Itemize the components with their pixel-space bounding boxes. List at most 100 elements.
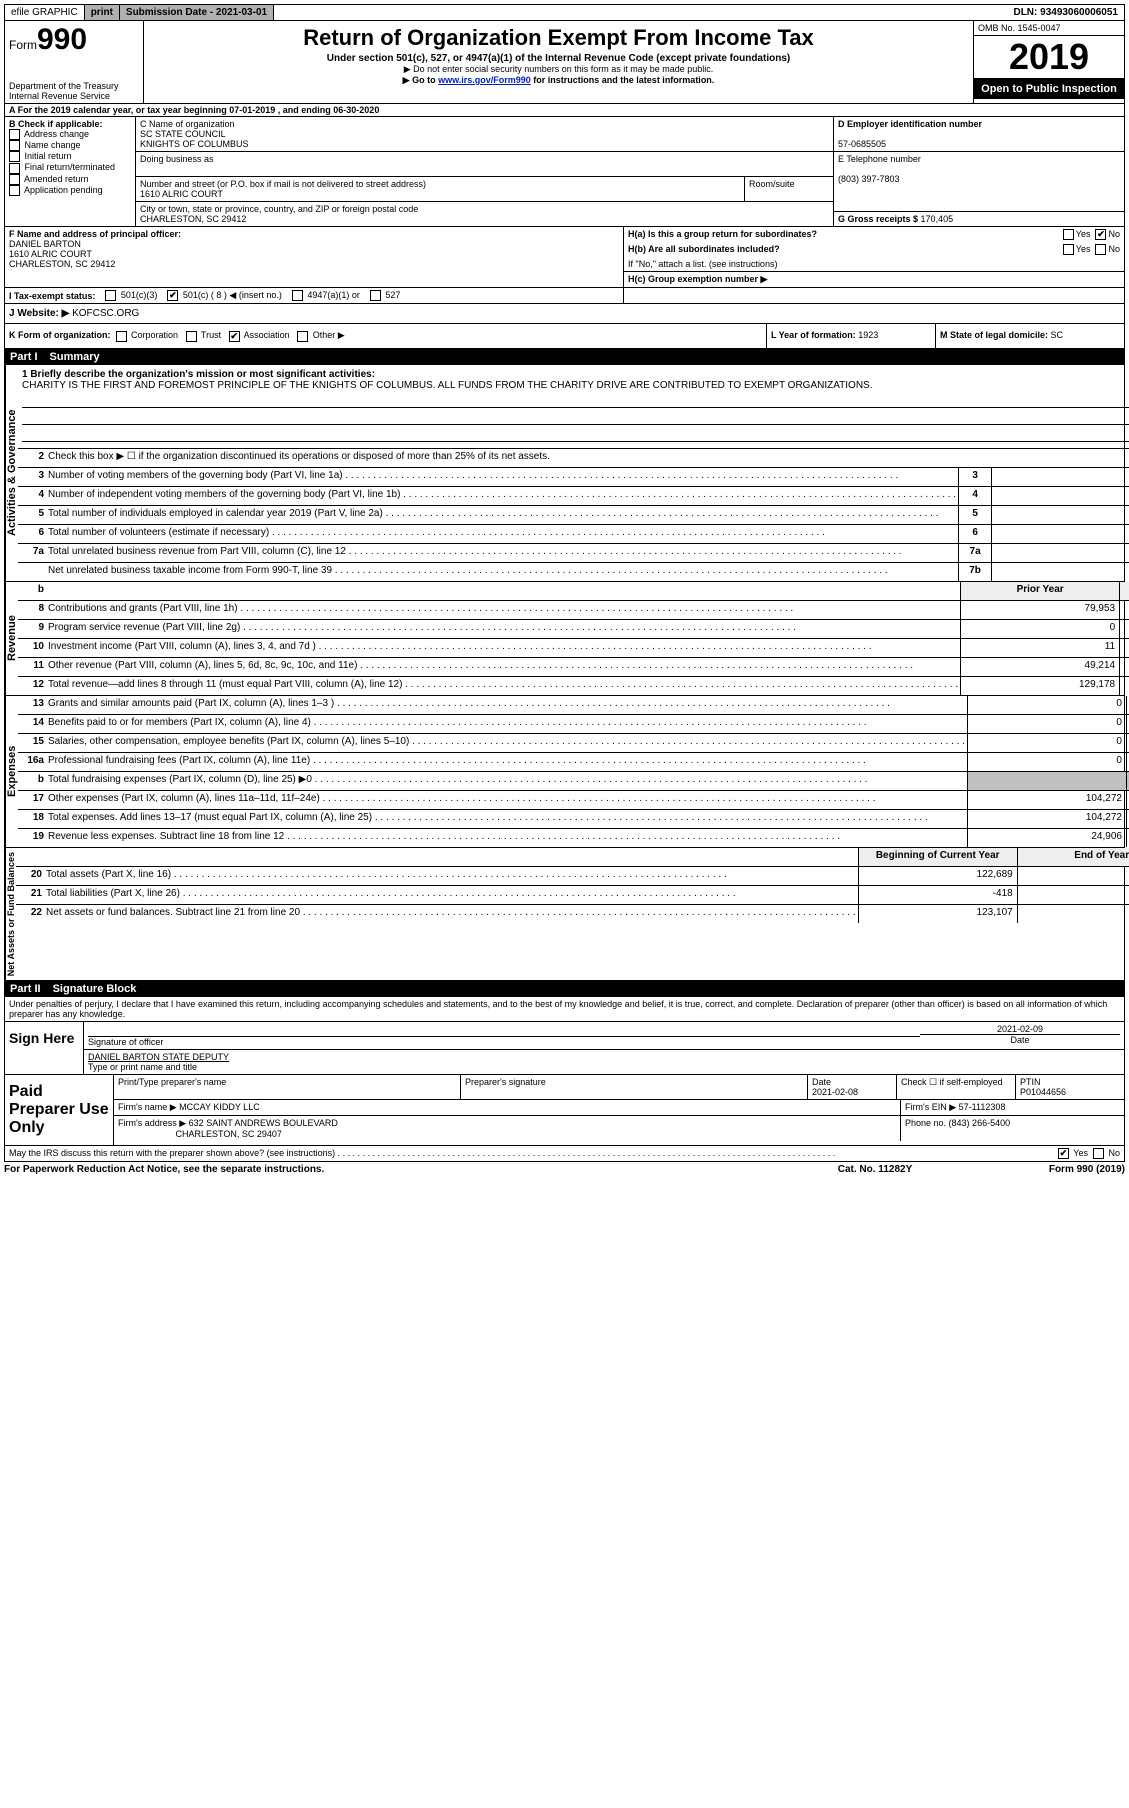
net-line: 22Net assets or fund balances. Subtract … <box>16 905 1129 923</box>
cb-ha-no[interactable] <box>1095 229 1106 240</box>
paperwork: For Paperwork Reduction Act Notice, see … <box>4 1164 775 1175</box>
ha-label: H(a) Is this a group return for subordin… <box>628 229 817 239</box>
officer-addr: 1610 ALRIC COURT <box>9 249 92 259</box>
cb-hb-no[interactable] <box>1095 244 1106 255</box>
cb-final[interactable] <box>9 163 20 174</box>
exp-line: bTotal fundraising expenses (Part IX, co… <box>18 772 1129 791</box>
j-label: J Website: ▶ <box>9 308 69 319</box>
officer-typed: DANIEL BARTON STATE DEPUTY <box>88 1052 1120 1062</box>
box-b: B Check if applicable: Address change Na… <box>5 117 136 226</box>
i-label: I Tax-exempt status: <box>9 291 95 301</box>
cb-ha-yes[interactable] <box>1063 229 1074 240</box>
exp-line: 17Other expenses (Part IX, column (A), l… <box>18 791 1129 810</box>
hb-label: H(b) Are all subordinates included? <box>628 244 780 254</box>
prep-date-hdr: Date <box>812 1077 831 1087</box>
k-label: K Form of organization: <box>9 330 111 340</box>
cb-corp[interactable] <box>116 331 127 342</box>
box-b-label: B Check if applicable: <box>9 119 103 129</box>
exp-line: 13Grants and similar amounts paid (Part … <box>18 696 1129 715</box>
discuss-q: May the IRS discuss this return with the… <box>9 1148 335 1158</box>
form-footer: Form 990 (2019) <box>1049 1164 1125 1175</box>
box-f-label: F Name and address of principal officer: <box>9 229 181 239</box>
addr-label: Number and street (or P.O. box if mail i… <box>140 179 426 189</box>
header-left: Form990 Department of the Treasury Inter… <box>5 21 144 103</box>
box-deg: D Employer identification number 57-0685… <box>833 117 1124 226</box>
cb-initial[interactable] <box>9 151 20 162</box>
dba-label: Doing business as <box>140 154 214 164</box>
officer-city: CHARLESTON, SC 29412 <box>9 259 115 269</box>
side-rev: Revenue <box>5 582 18 695</box>
part1-title: Summary <box>50 351 100 363</box>
cb-4947[interactable] <box>292 290 303 301</box>
firm-addr2: CHARLESTON, SC 29407 <box>176 1129 282 1139</box>
top-bar: efile GRAPHIC print Submission Date - 20… <box>4 4 1125 21</box>
side-net: Net Assets or Fund Balances <box>5 848 16 980</box>
paid-preparer-row: Paid Preparer Use Only Print/Type prepar… <box>5 1074 1124 1145</box>
gov-line: Net unrelated business taxable income fr… <box>18 563 1129 581</box>
box-c-label: C Name of organization <box>140 119 235 129</box>
print-button[interactable]: print <box>85 5 120 20</box>
discuss-row: May the IRS discuss this return with the… <box>4 1146 1125 1162</box>
gov-line: 5Total number of individuals employed in… <box>18 506 1129 525</box>
gov-block: Activities & Governance 1 Briefly descri… <box>4 365 1125 582</box>
exp-line: 16aProfessional fundraising fees (Part I… <box>18 753 1129 772</box>
self-emp: Check ☐ if self-employed <box>897 1075 1016 1099</box>
q1-label: 1 Briefly describe the organization's mi… <box>22 369 375 380</box>
part2-label: Part II <box>10 983 53 995</box>
ptin: P01044656 <box>1020 1087 1066 1097</box>
subtitle-1: Under section 501(c), 527, or 4947(a)(1)… <box>148 53 969 64</box>
box-e-label: E Telephone number <box>838 154 921 164</box>
submission-date: Submission Date - 2021-03-01 <box>120 5 274 20</box>
cb-discuss-yes[interactable] <box>1058 1148 1069 1159</box>
net-block: Net Assets or Fund Balances Beginning of… <box>4 848 1125 981</box>
box-h: H(a) Is this a group return for subordin… <box>624 227 1124 287</box>
curr-year-hdr: Current Year <box>1119 582 1129 600</box>
goto-post: for instructions and the latest informat… <box>531 75 715 85</box>
cb-527[interactable] <box>370 290 381 301</box>
dept-label: Department of the Treasury <box>9 81 139 91</box>
officer-name: DANIEL BARTON <box>9 239 81 249</box>
cb-assoc[interactable] <box>229 331 240 342</box>
cb-501c3[interactable] <box>105 290 116 301</box>
city: CHARLESTON, SC 29412 <box>140 214 246 224</box>
beg-year-hdr: Beginning of Current Year <box>858 848 1017 866</box>
prior-year-hdr: Prior Year <box>960 582 1119 600</box>
irs-link[interactable]: www.irs.gov/Form990 <box>438 75 531 85</box>
bottom-row: For Paperwork Reduction Act Notice, see … <box>4 1162 1125 1177</box>
cb-address[interactable] <box>9 129 20 140</box>
form-header: Form990 Department of the Treasury Inter… <box>4 21 1125 104</box>
gov-line: 6Total number of volunteers (estimate if… <box>18 525 1129 544</box>
cb-pending[interactable] <box>9 185 20 196</box>
sign-here-row: Sign Here Signature of officer 2021-02-0… <box>5 1021 1124 1074</box>
row-i: I Tax-exempt status: 501(c)(3) 501(c) ( … <box>4 288 1125 304</box>
gov-line: 4Number of independent voting members of… <box>18 487 1129 506</box>
prep-date: 2021-02-08 <box>812 1087 858 1097</box>
rev-line: 12Total revenue—add lines 8 through 11 (… <box>18 677 1129 695</box>
prep-name-hdr: Print/Type preparer's name <box>114 1075 461 1099</box>
cb-501c[interactable] <box>167 290 178 301</box>
ein: 57-0685505 <box>838 139 886 149</box>
hc-label: H(c) Group exemption number ▶ <box>628 274 767 284</box>
part2-header: Part II Signature Block <box>4 981 1125 997</box>
prep-sig-hdr: Preparer's signature <box>461 1075 808 1099</box>
sig-date: 2021-02-09 <box>997 1024 1043 1034</box>
name-label: Type or print name and title <box>88 1062 1120 1072</box>
cb-discuss-no[interactable] <box>1093 1148 1104 1159</box>
end-year-hdr: End of Year <box>1017 848 1129 866</box>
cb-other[interactable] <box>297 331 308 342</box>
row-j: J Website: ▶ KOFCSC.ORG <box>4 304 1125 324</box>
rev-line: 9Program service revenue (Part VIII, lin… <box>18 620 1129 639</box>
gross-receipts: 170,405 <box>921 214 954 224</box>
part1-label: Part I <box>10 351 50 363</box>
goto-pre: ▶ Go to <box>403 75 438 85</box>
block-bcdeg: B Check if applicable: Address change Na… <box>4 117 1125 227</box>
form-prefix: Form <box>9 38 37 52</box>
cb-amended[interactable] <box>9 174 20 185</box>
cb-trust[interactable] <box>186 331 197 342</box>
cb-hb-yes[interactable] <box>1063 244 1074 255</box>
city-label: City or town, state or province, country… <box>140 204 418 214</box>
box-c: C Name of organization SC STATE COUNCIL … <box>136 117 833 226</box>
side-gov: Activities & Governance <box>5 365 18 581</box>
rev-line: 10Investment income (Part VIII, column (… <box>18 639 1129 658</box>
cb-name[interactable] <box>9 140 20 151</box>
